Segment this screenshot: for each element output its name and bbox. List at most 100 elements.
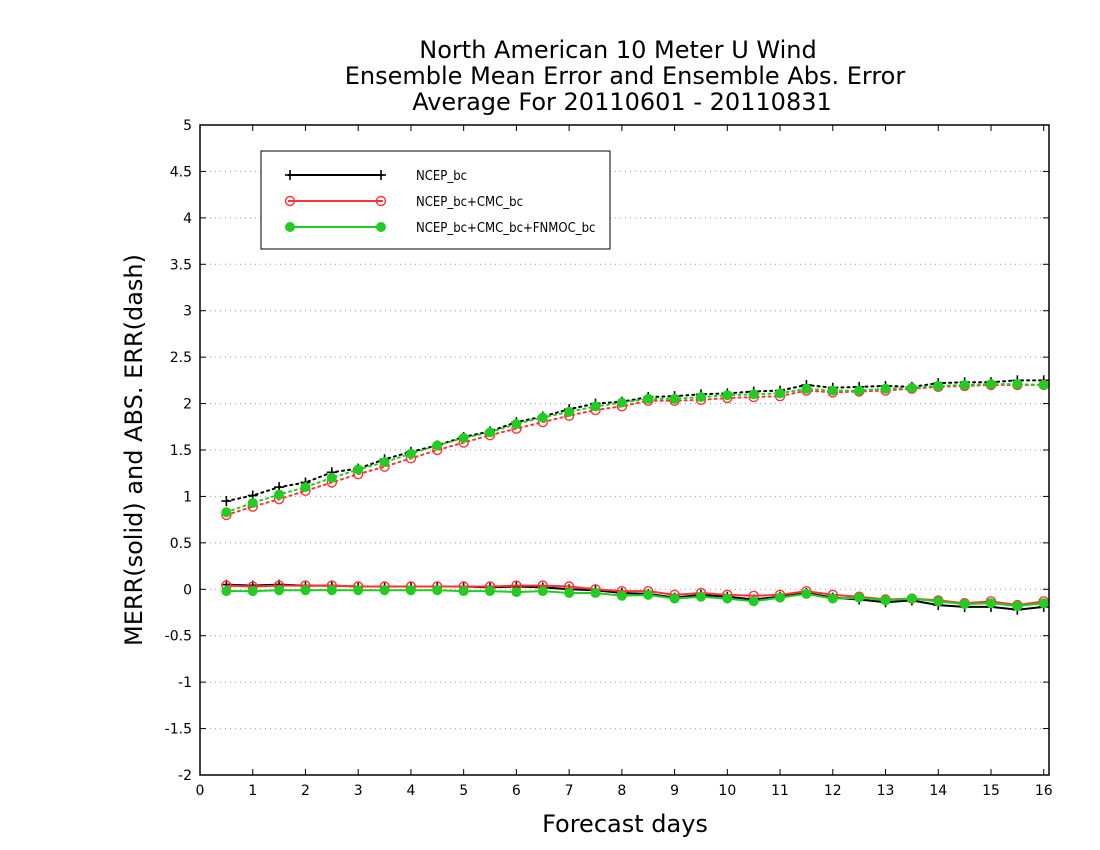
y-tick-label-13: 4.5 [170, 164, 192, 180]
series-2-merr-point-8 [432, 585, 443, 596]
legend-marker-start-2 [285, 222, 295, 232]
series-2-merr-point-11 [511, 587, 522, 598]
legend-label-1: NCEP_bc+CMC_bc [416, 195, 523, 210]
series-2-abs-err-point-31 [1038, 380, 1049, 390]
series-2-abs-err-point-15 [616, 397, 627, 408]
series-2-abs-err-point-26 [906, 382, 917, 393]
y-tick-label-1: -1.5 [165, 722, 192, 738]
series-2-abs-err-point-25 [880, 383, 891, 394]
series-2-merr-point-14 [590, 588, 601, 598]
series-2-abs-err-point-24 [854, 385, 865, 396]
series-2-merr-point-19 [722, 593, 733, 604]
series-2-merr-point-22 [801, 588, 812, 599]
series-2-abs-err-point-16 [643, 393, 654, 404]
series-2-merr-point-21 [775, 592, 786, 603]
series-2-abs-err-point-4 [326, 472, 337, 483]
legend-marker-end-2 [376, 222, 386, 232]
series-2-merr-point-17 [669, 593, 680, 604]
series-2-merr-point-2 [274, 585, 285, 596]
x-tick-label-10: 10 [718, 783, 736, 799]
x-tick-label-7: 7 [565, 783, 574, 799]
series-2-abs-err-point-12 [537, 412, 548, 423]
x-tick-label-14: 14 [929, 783, 947, 799]
series-2-merr-point-9 [458, 586, 469, 597]
y-tick-label-10: 3 [183, 304, 192, 320]
series-2-abs-err-point-8 [432, 440, 443, 451]
series-2-abs-err-point-23 [827, 385, 838, 396]
series-2-merr-point-10 [485, 586, 496, 597]
series-2-merr-point-29 [985, 598, 996, 609]
y-tick-label-14: 5 [183, 118, 192, 134]
series-2-merr-point-25 [880, 595, 891, 606]
series-2-merr-point-20 [748, 596, 759, 607]
series-2-abs-err-point-7 [405, 448, 416, 459]
series-2-abs-err-point-20 [748, 389, 759, 400]
x-tick-label-6: 6 [512, 783, 521, 799]
series-2-abs-err-point-29 [985, 379, 996, 390]
series-2-merr-point-26 [906, 593, 917, 604]
series-2-abs-err-point-9 [458, 432, 469, 443]
series-2-abs-err-point-3 [300, 482, 311, 493]
legend-marker-end-0 [376, 170, 386, 180]
series-2-abs-err-point-28 [959, 380, 970, 390]
x-tick-label-1: 1 [248, 783, 257, 799]
series-2-abs-err-point-27 [933, 380, 944, 391]
series-2-merr-point-3 [300, 585, 311, 596]
series-2-abs-err-point-11 [511, 419, 522, 429]
series-2-merr-point-16 [643, 589, 654, 600]
series-2-abs-err-point-17 [669, 393, 680, 404]
legend: NCEP_bc NCEP_bc+CMC_bc NCEP_bc+CMC_bc+FNMO… [260, 150, 611, 250]
series-2-abs-err-point-21 [775, 388, 786, 399]
series-2-merr-point-31 [1038, 598, 1049, 609]
y-tick-label-9: 2.5 [170, 350, 192, 366]
y-tick-label-2: -1 [178, 675, 192, 691]
chart-title-line-3: Average For 20110601 - 20110831 [412, 88, 832, 116]
legend-marker-end-1 [375, 195, 387, 207]
series-2-merr-point-0 [221, 586, 232, 597]
series-2-merr-point-15 [616, 590, 627, 601]
y-tick-label-3: -0.5 [165, 629, 192, 645]
series-2-merr-point-28 [959, 599, 970, 610]
x-tick-label-4: 4 [406, 783, 415, 799]
y-tick-label-0: -2 [178, 768, 192, 784]
series-2-merr-point-27 [933, 596, 944, 607]
x-tick-label-0: 0 [196, 783, 205, 799]
x-tick-label-15: 15 [982, 783, 1000, 799]
series-2-abs-err-point-2 [274, 489, 285, 500]
x-tick-label-13: 13 [877, 783, 895, 799]
y-tick-label-11: 3.5 [170, 257, 192, 273]
legend-label-0: NCEP_bc [416, 169, 467, 184]
series-2-abs-err-point-18 [695, 392, 706, 403]
series-2-abs-err-point-0 [221, 507, 232, 518]
series-2-merr-point-6 [379, 585, 390, 596]
x-axis-title: Forecast days [542, 810, 708, 838]
x-tick-label-11: 11 [771, 783, 789, 799]
y-tick-label-12: 4 [183, 211, 192, 227]
series-2-merr-point-30 [1012, 601, 1023, 611]
series-2-abs-err-point-13 [564, 406, 575, 417]
y-tick-label-4: 0 [183, 582, 192, 598]
legend-label-2: NCEP_bc+CMC_bc+FNMOC_bc [416, 221, 595, 236]
series-2-merr-point-18 [695, 591, 706, 602]
chart-title-line-1: North American 10 Meter U Wind [419, 36, 816, 64]
series-2-merr-point-1 [247, 586, 258, 597]
series-2-abs-err-point-10 [485, 427, 496, 438]
series-2-abs-err-point-1 [247, 497, 258, 508]
series-2-merr-point-12 [537, 586, 548, 597]
series-2-abs-err-point-5 [353, 464, 364, 475]
series-2-abs-err-point-30 [1012, 379, 1023, 390]
series-2-merr-point-13 [564, 588, 575, 598]
series-layer [221, 375, 1049, 615]
chart-title-line-2: Ensemble Mean Error and Ensemble Abs. Er… [345, 62, 906, 90]
ticks-layer: -2-1.5-1-0.500.511.522.533.544.550 1 2 3 4 5 6… [165, 118, 1053, 799]
series-2-merr-point-7 [405, 585, 416, 596]
x-tick-label-5: 5 [459, 783, 468, 799]
series-2-abs-err-point-6 [379, 457, 390, 468]
y-tick-label-5: 0.5 [170, 536, 192, 552]
series-2-merr-point-4 [326, 585, 337, 596]
x-tick-label-16: 16 [1035, 783, 1053, 799]
x-tick-label-2: 2 [301, 783, 310, 799]
legend-marker-start-1 [284, 195, 296, 207]
